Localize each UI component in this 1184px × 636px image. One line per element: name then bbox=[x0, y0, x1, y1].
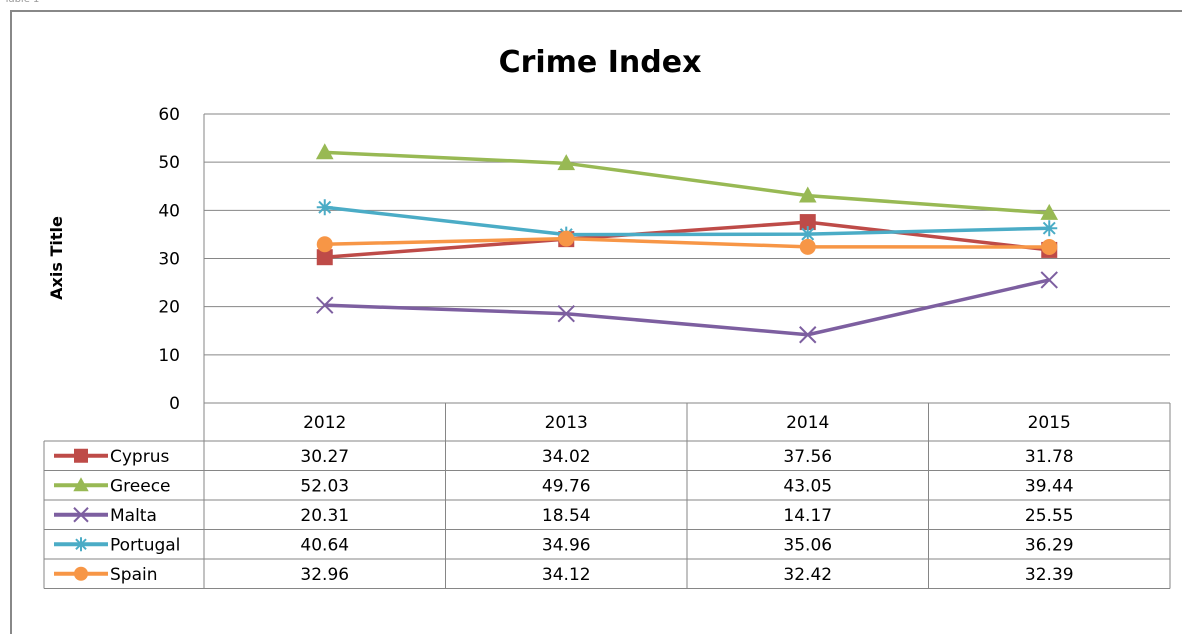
table-value-cell: 32.42 bbox=[783, 565, 832, 585]
table-value-cell: 43.05 bbox=[783, 476, 832, 496]
data-point bbox=[798, 186, 817, 203]
table-row-greece: Greece 52.03 49.76 43.05 39.44 bbox=[54, 476, 1074, 496]
data-point bbox=[315, 143, 334, 160]
data-point bbox=[316, 249, 333, 266]
data-point bbox=[799, 326, 817, 344]
y-tick-label: 50 bbox=[158, 153, 180, 173]
series-line bbox=[324, 205, 1050, 237]
table-value-cell: 36.29 bbox=[1025, 535, 1074, 555]
series-line bbox=[324, 236, 1050, 249]
y-tick-label: 40 bbox=[158, 201, 180, 221]
x-category-label: 2013 bbox=[545, 413, 588, 433]
data-point bbox=[799, 238, 816, 255]
partial-header-fragment: Table 1 bbox=[0, 0, 70, 8]
series-lines bbox=[315, 143, 1059, 344]
table-value-cell: 39.44 bbox=[1025, 476, 1074, 496]
chart-title: Crime Index bbox=[499, 45, 702, 80]
data-point bbox=[1041, 238, 1058, 255]
y-tick-label: 30 bbox=[158, 250, 180, 270]
series-malta bbox=[316, 271, 1058, 344]
data-point bbox=[1040, 203, 1059, 220]
table-value-cell: 34.12 bbox=[542, 565, 591, 585]
series-cyprus bbox=[316, 214, 1058, 266]
table-value-cell: 25.55 bbox=[1025, 506, 1074, 526]
table-value-cell: 32.39 bbox=[1025, 565, 1074, 585]
y-tick-label: 10 bbox=[158, 346, 180, 366]
table-value-cell: 52.03 bbox=[300, 476, 349, 496]
x-category-label: 2014 bbox=[786, 413, 829, 433]
legend-key-marker bbox=[74, 537, 88, 552]
data-point bbox=[799, 214, 816, 231]
series-line bbox=[324, 220, 1050, 259]
legend-key-marker bbox=[73, 477, 89, 492]
data-point bbox=[799, 226, 816, 243]
table-value-cell: 14.17 bbox=[783, 506, 832, 526]
table-row-malta: Malta 20.31 18.54 14.17 25.55 bbox=[54, 506, 1074, 526]
y-tick-label: 20 bbox=[158, 298, 180, 318]
table-value-cell: 31.78 bbox=[1025, 447, 1074, 467]
table-row-cyprus: Cyprus 30.27 34.02 37.56 31.78 bbox=[54, 447, 1074, 467]
series-name-label: Cyprus bbox=[110, 447, 169, 467]
table-value-cell: 37.56 bbox=[783, 447, 832, 467]
table-value-cell: 34.02 bbox=[542, 447, 591, 467]
series-name-label: Greece bbox=[110, 476, 171, 496]
gridlines: 0 10 20 30 40 50 60 bbox=[158, 105, 1170, 414]
table-value-cell: 49.76 bbox=[542, 476, 591, 496]
table-row-portugal: Portugal 40.64 34.96 35.06 36.29 bbox=[54, 535, 1074, 555]
data-point bbox=[558, 230, 575, 247]
table-value-cell: 20.31 bbox=[300, 506, 349, 526]
legend-key-marker bbox=[74, 448, 88, 463]
series-line bbox=[324, 278, 1050, 337]
data-point bbox=[1040, 271, 1058, 289]
series-name-label: Malta bbox=[110, 506, 157, 526]
table-row-spain: Spain 32.96 34.12 32.42 32.39 bbox=[54, 565, 1074, 585]
table-value-cell: 32.96 bbox=[300, 565, 349, 585]
x-category-label: 2015 bbox=[1028, 413, 1071, 433]
table-value-cell: 18.54 bbox=[542, 506, 591, 526]
y-tick-label: 0 bbox=[169, 394, 180, 414]
table-value-cell: 34.96 bbox=[542, 535, 591, 555]
y-axis-title: Axis Title bbox=[47, 216, 66, 300]
y-tick-label: 60 bbox=[158, 105, 180, 125]
data-point bbox=[316, 236, 333, 253]
table-value-cell: 30.27 bbox=[300, 447, 349, 467]
table-value-cell: 40.64 bbox=[300, 535, 349, 555]
series-line bbox=[324, 150, 1050, 215]
data-point bbox=[557, 154, 576, 171]
series-spain bbox=[316, 230, 1058, 255]
x-category-label: 2012 bbox=[303, 413, 346, 433]
legend-key-marker bbox=[74, 566, 88, 581]
table-value-cell: 35.06 bbox=[783, 535, 832, 555]
data-point bbox=[316, 199, 333, 216]
data-table: 2012 2013 2014 2015 Cyprus 30.27 34.02 37.56 31.… bbox=[43, 403, 1171, 589]
data-point bbox=[557, 304, 575, 323]
data-point bbox=[316, 296, 334, 314]
chart-frame bbox=[10, 10, 1182, 634]
series-name-label: Portugal bbox=[110, 535, 180, 555]
data-point bbox=[1041, 220, 1058, 237]
series-name-label: Spain bbox=[110, 565, 158, 585]
series-greece bbox=[315, 143, 1059, 220]
legend-key-marker bbox=[73, 507, 89, 523]
